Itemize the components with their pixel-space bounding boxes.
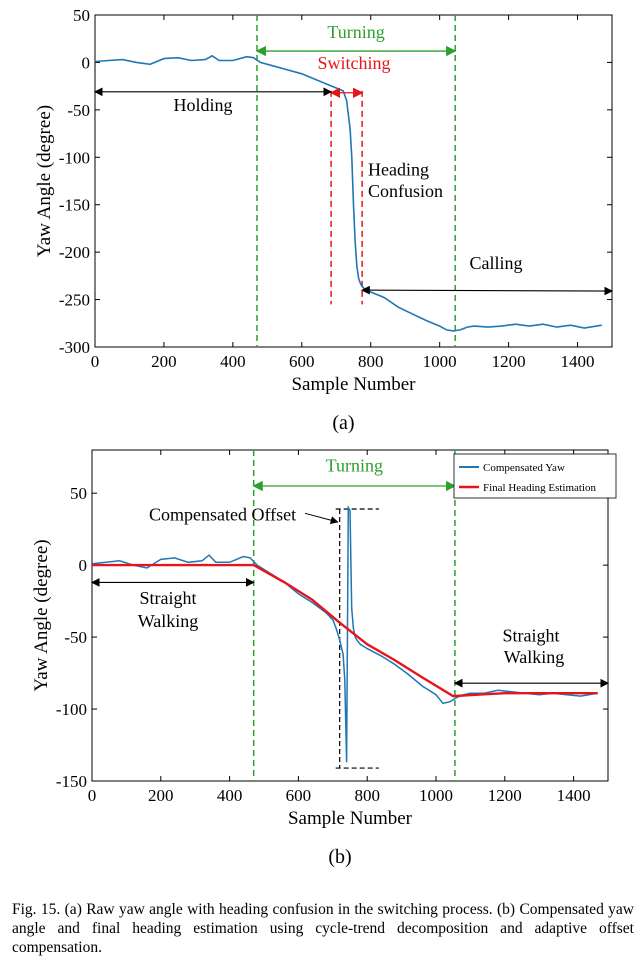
x-tick-label: 1000	[419, 786, 453, 805]
y-tick-label: -50	[64, 628, 87, 647]
raw-yaw-line	[94, 54, 602, 332]
y-tick-label: 50	[70, 484, 87, 503]
turning-label: Turning	[327, 22, 384, 42]
x-tick-label: 1200	[492, 352, 526, 371]
y-tick-label: -250	[59, 291, 90, 310]
y-tick-label: 0	[82, 53, 91, 72]
chart-panel-a: 0 200 400 600 800 1000 1200 1400 50 0 -50 -100 -150 -…	[34, 6, 614, 434]
panel-label: (b)	[328, 846, 351, 868]
calling-label: Calling	[470, 253, 523, 273]
y-tick-label: -100	[56, 700, 87, 719]
y-tick-label: -100	[59, 148, 90, 167]
y-tick-label: 0	[79, 556, 88, 575]
x-tick-label: 0	[88, 786, 97, 805]
figure-caption: Fig. 15. (a) Raw yaw angle with heading …	[12, 901, 634, 956]
legend-label-final-heading: Final Heading Estimation	[483, 482, 597, 494]
plot-frame	[94, 14, 613, 348]
y-axis-label: Yaw Angle (degree)	[31, 539, 52, 691]
legend-label-compensated-yaw: Compensated Yaw	[483, 462, 565, 474]
heading-confusion-label-line2: Confusion	[368, 181, 443, 201]
y-tick-label: -300	[59, 338, 90, 357]
legend: Compensated Yaw Final Heading Estimation	[453, 453, 617, 499]
compensated-offset-pointer	[304, 512, 339, 525]
x-tick-label: 400	[217, 786, 243, 805]
heading-confusion-label-line1: Heading	[368, 159, 429, 179]
x-tick-label: 1000	[423, 352, 457, 371]
holding-label: Holding	[173, 95, 232, 115]
x-tick-label: 200	[148, 786, 174, 805]
final-heading-line	[92, 563, 598, 698]
plot-frame	[91, 449, 609, 782]
y-axis-label: Yaw Angle (degree)	[34, 105, 55, 257]
x-tick-label: 800	[354, 786, 380, 805]
x-tick-label: 1400	[557, 786, 591, 805]
calling-arrow	[361, 285, 614, 296]
y-tick-label: 50	[73, 6, 90, 25]
y-tick-label: -200	[59, 243, 90, 262]
y-tick-label: -150	[59, 196, 90, 215]
y-tick-label: -150	[56, 772, 87, 791]
turning-label: Turning	[326, 456, 383, 476]
straight-walking-label-1b: Walking	[138, 611, 199, 631]
x-axis-label: Sample Number	[288, 808, 413, 829]
chart-panel-b: 0 200 400 600 800 1000 1200 1400 50 0 -50 -100 -150 S…	[31, 449, 617, 868]
switching-label: Switching	[317, 53, 390, 73]
x-axis-label: Sample Number	[291, 374, 416, 395]
x-tick-label: 800	[358, 352, 384, 371]
compensated-yaw-line	[91, 504, 598, 763]
x-tick-label: 600	[286, 786, 312, 805]
x-tick-label: 600	[289, 352, 315, 371]
y-tick-label: -50	[67, 101, 90, 120]
straight-walking-label-1a: Straight	[140, 588, 197, 608]
x-tick-label: 1400	[561, 352, 595, 371]
x-tick-label: 400	[220, 352, 246, 371]
x-tick-label: 1200	[488, 786, 522, 805]
x-tick-label: 0	[91, 352, 100, 371]
compensated-offset-label: Compensated Offset	[149, 505, 296, 525]
legend-box	[453, 453, 617, 499]
straight-walking-label-2a: Straight	[503, 625, 560, 645]
panel-label: (a)	[332, 412, 354, 434]
x-tick-label: 200	[151, 352, 177, 371]
straight-walking-label-2b: Walking	[504, 647, 565, 667]
